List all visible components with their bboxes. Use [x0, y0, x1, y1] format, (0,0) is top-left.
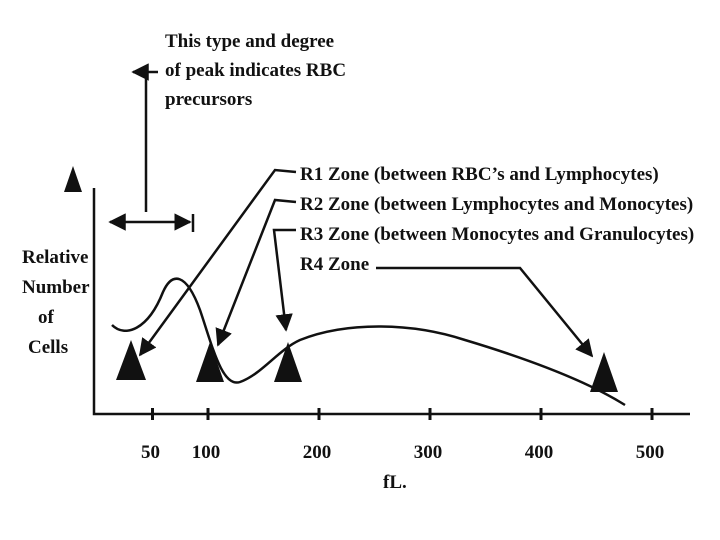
- zone-marker: [196, 342, 224, 382]
- annotation-line: This type and degree: [165, 31, 334, 52]
- y-axis-arrowhead: [64, 166, 82, 192]
- x-tick-label: 200: [303, 442, 332, 463]
- x-tick-label: 50: [141, 442, 160, 463]
- annotation-line: of peak indicates RBC: [165, 60, 346, 81]
- zone-label: R4 Zone: [300, 254, 369, 275]
- zone-marker: [274, 342, 302, 382]
- annotation-line: precursors: [165, 89, 252, 110]
- x-tick-label: 100: [192, 442, 221, 463]
- zone-marker: [590, 352, 618, 392]
- x-tick-label: 300: [414, 442, 443, 463]
- zone-label: R2 Zone (between Lymphocytes and Monocyt…: [300, 194, 693, 215]
- zone-arrow: [376, 266, 594, 358]
- zone-arrow: [272, 228, 296, 332]
- zone-arrow: [138, 168, 297, 357]
- y-axis-label: Number: [22, 277, 90, 298]
- y-axis-label: of: [38, 307, 55, 328]
- y-axis-label: Cells: [28, 337, 68, 358]
- zone-marker: [116, 340, 146, 380]
- y-axis-label: Relative: [22, 247, 88, 268]
- zone-label: R3 Zone (between Monocytes and Granulocy…: [300, 224, 694, 245]
- zone-arrow: [215, 198, 297, 347]
- histogram-curve: [111, 277, 626, 407]
- x-axis-label: fL.: [383, 472, 407, 493]
- x-tick-label: 500: [636, 442, 665, 463]
- x-tick-label: 400: [525, 442, 554, 463]
- axes: [92, 188, 690, 416]
- zone-label: R1 Zone (between RBC’s and Lymphocytes): [300, 164, 659, 185]
